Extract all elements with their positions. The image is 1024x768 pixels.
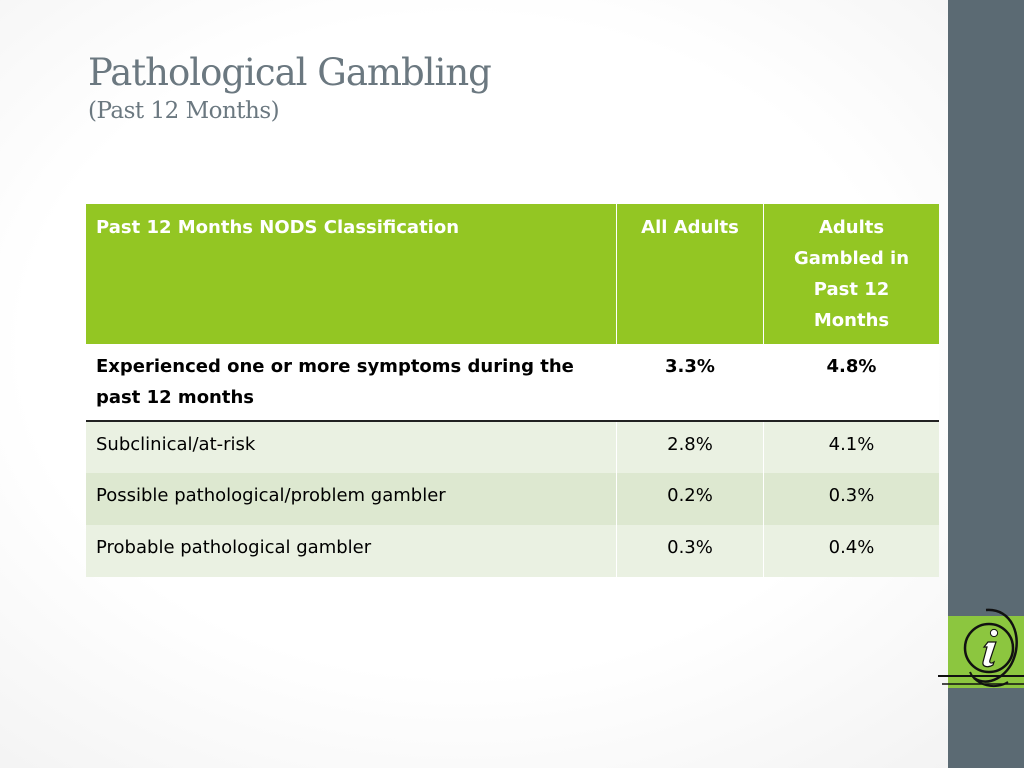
table-row: Subclinical/at-risk 2.8% 4.1% bbox=[86, 421, 939, 473]
nods-classification-table: Past 12 Months NODS Classification All A… bbox=[86, 204, 939, 577]
adults-gambled-value: 0.3% bbox=[763, 473, 939, 525]
page-title: Pathological Gambling bbox=[88, 51, 492, 94]
row-label: Possible pathological/problem gambler bbox=[86, 473, 617, 525]
table-row: Probable pathological gambler 0.3% 0.4% bbox=[86, 525, 939, 577]
title-block: Pathological Gambling (Past 12 Months) bbox=[88, 50, 492, 126]
adults-gambled-value: 4.8% bbox=[763, 344, 939, 422]
table-header-row: Past 12 Months NODS Classification All A… bbox=[86, 204, 939, 344]
all-adults-value: 2.8% bbox=[616, 421, 764, 473]
row-label: Subclinical/at-risk bbox=[86, 421, 617, 473]
page-subtitle: (Past 12 Months) bbox=[88, 98, 280, 124]
column-header-classification: Past 12 Months NODS Classification bbox=[86, 204, 617, 344]
table-row: Experienced one or more symptoms during … bbox=[86, 344, 939, 422]
row-label: Probable pathological gambler bbox=[86, 525, 617, 577]
all-adults-value: 0.3% bbox=[616, 525, 764, 577]
column-header-all-adults: All Adults bbox=[616, 204, 764, 344]
info-icon[interactable] bbox=[936, 606, 1024, 694]
all-adults-value: 3.3% bbox=[616, 344, 764, 422]
adults-gambled-value: 0.4% bbox=[763, 525, 939, 577]
adults-gambled-value: 4.1% bbox=[763, 421, 939, 473]
all-adults-value: 0.2% bbox=[616, 473, 764, 525]
column-header-adults-gambled: Adults Gambled in Past 12 Months bbox=[763, 204, 939, 344]
row-label: Experienced one or more symptoms during … bbox=[86, 344, 617, 422]
table-row: Possible pathological/problem gambler 0.… bbox=[86, 473, 939, 525]
